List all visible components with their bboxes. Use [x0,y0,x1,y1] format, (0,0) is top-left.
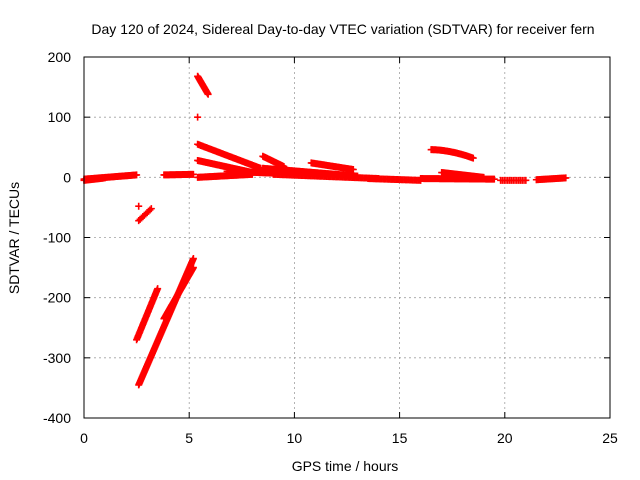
x-tick-label: 25 [602,430,618,446]
data-point [147,205,155,213]
data-point [189,170,197,178]
data-points [80,72,570,389]
y-tick-label: 0 [63,169,71,185]
x-tick-label: 15 [392,430,408,446]
data-point [349,166,357,174]
x-axis-label: GPS time / hours [292,458,399,474]
x-tick-label: 20 [497,430,513,446]
data-point [154,285,162,293]
data-point [146,206,154,214]
y-axis-label: SDTVAR / TECUs [6,182,22,294]
plot-frame [83,56,611,419]
y-tick-label: -100 [43,230,71,246]
data-point [480,173,488,181]
chart-title: Day 120 of 2024, Sidereal Day-to-day VTE… [91,21,594,37]
data-point [469,154,477,162]
data-point [189,264,197,272]
x-tick-label: 5 [185,430,193,446]
y-tick-label: 100 [48,109,72,125]
y-tick-label: -200 [43,290,71,306]
y-tick-label: 200 [48,49,72,65]
data-point [562,174,570,182]
x-tick-label: 10 [287,430,303,446]
data-point [133,171,141,179]
data-point [194,113,202,121]
data-point [204,90,212,98]
data-point [189,255,197,263]
grid-lines [84,57,610,418]
y-tick-label: -300 [43,350,71,366]
y-tick-label: -400 [43,410,71,426]
data-point [101,174,109,182]
x-tick-label: 0 [80,430,88,446]
data-point [490,175,498,183]
data-point [522,176,530,184]
axis-ticks: 0 5 10 15 20 25 -400 -300 -200 -100 0 100 200 [43,49,618,446]
data-point [135,202,143,210]
